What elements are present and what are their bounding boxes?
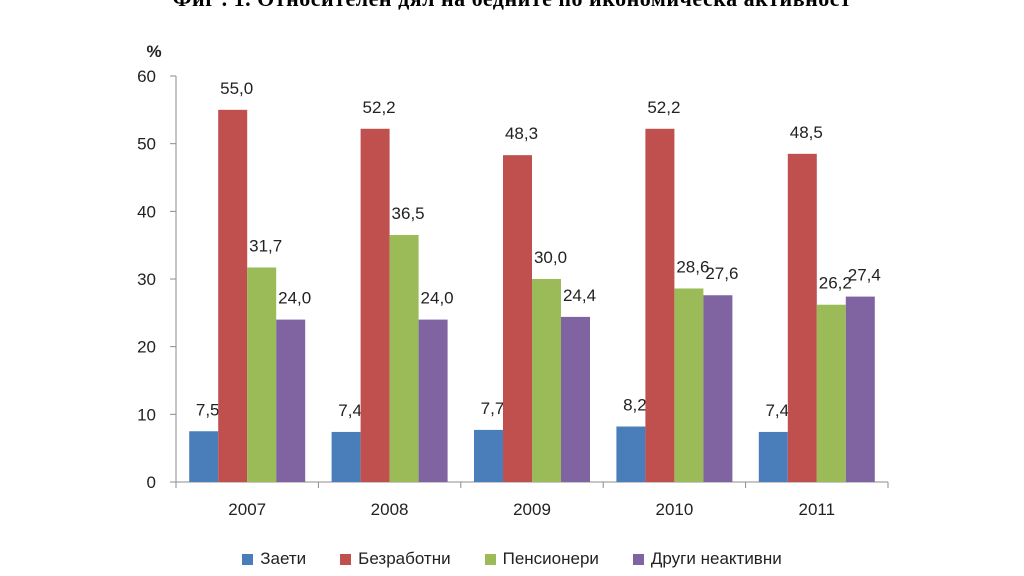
bar — [532, 279, 561, 482]
bar — [758, 431, 788, 482]
data-label: 8,2 — [623, 396, 647, 415]
data-label: 30,0 — [534, 248, 567, 267]
bar — [503, 155, 532, 483]
y-axis-unit: % — [146, 42, 161, 61]
bar-chart: % 0 10 20 30 40 50 60 7,5 55,0 31,7 24,0 2007 7,4 52,2… — [137, 42, 889, 519]
data-label: 36,5 — [392, 204, 425, 223]
bar — [816, 304, 846, 482]
legend-swatch — [340, 553, 352, 565]
bar — [616, 426, 646, 482]
bar — [474, 429, 503, 482]
data-label: 24,0 — [278, 289, 311, 308]
bar — [645, 128, 675, 482]
data-label: 27,6 — [705, 264, 738, 283]
chart-legend: Заети Безработни Пенсионери Други неактивни — [0, 546, 1024, 572]
chart-title: Фиг . 1. Относителен дял на бедните по и… — [0, 0, 1024, 12]
data-label: 48,5 — [790, 123, 823, 142]
y-tick-label: 10 — [137, 405, 156, 424]
data-label: 52,2 — [647, 98, 680, 117]
legend-swatch — [632, 553, 644, 565]
legend-label: Пенсионери — [502, 549, 599, 568]
data-label: 7,5 — [196, 400, 220, 419]
data-label: 24,0 — [421, 289, 454, 308]
data-label: 28,6 — [676, 257, 709, 276]
data-label: 48,3 — [505, 124, 538, 143]
bar — [703, 295, 733, 482]
bar — [674, 288, 704, 482]
legend-swatch — [242, 553, 254, 565]
bar — [561, 316, 590, 482]
y-tick-label: 0 — [147, 473, 156, 492]
data-label: 52,2 — [363, 98, 396, 117]
x-tick-label: 2008 — [371, 500, 409, 519]
legend-label: Безработни — [358, 549, 451, 568]
x-tick-label: 2009 — [513, 500, 551, 519]
legend-label: Заети — [260, 549, 307, 568]
legend-item: Други неактивни — [632, 546, 782, 572]
bar — [218, 109, 248, 482]
legend-item: Заети — [242, 546, 306, 572]
data-label: 7,4 — [765, 401, 789, 420]
legend-item: Пенсионери — [484, 546, 599, 572]
data-label: 24,4 — [563, 286, 596, 305]
y-tick-label: 40 — [137, 202, 156, 221]
y-tick-label: 60 — [137, 67, 156, 86]
legend-item: Безработни — [340, 546, 451, 572]
x-tick-label: 2010 — [655, 500, 693, 519]
y-tick-label: 20 — [137, 338, 156, 357]
data-label: 7,7 — [481, 399, 505, 418]
y-tick-label: 30 — [137, 270, 156, 289]
legend-swatch — [484, 553, 496, 565]
bar — [276, 319, 306, 482]
data-label: 26,2 — [819, 274, 852, 293]
bar — [389, 235, 419, 482]
legend-label: Други неактивни — [650, 549, 782, 568]
data-label: 7,4 — [338, 401, 362, 420]
data-label: 27,4 — [848, 266, 881, 285]
x-tick-label: 2011 — [799, 500, 836, 519]
bar — [247, 267, 277, 482]
bar — [787, 153, 817, 483]
bar — [845, 296, 875, 482]
bar — [360, 128, 390, 482]
bar — [189, 431, 219, 482]
bar — [331, 431, 361, 482]
data-label: 55,0 — [220, 79, 253, 98]
y-tick-label: 50 — [137, 135, 156, 154]
bar — [418, 319, 448, 482]
x-tick-label: 2007 — [228, 500, 266, 519]
data-label: 31,7 — [249, 236, 282, 255]
